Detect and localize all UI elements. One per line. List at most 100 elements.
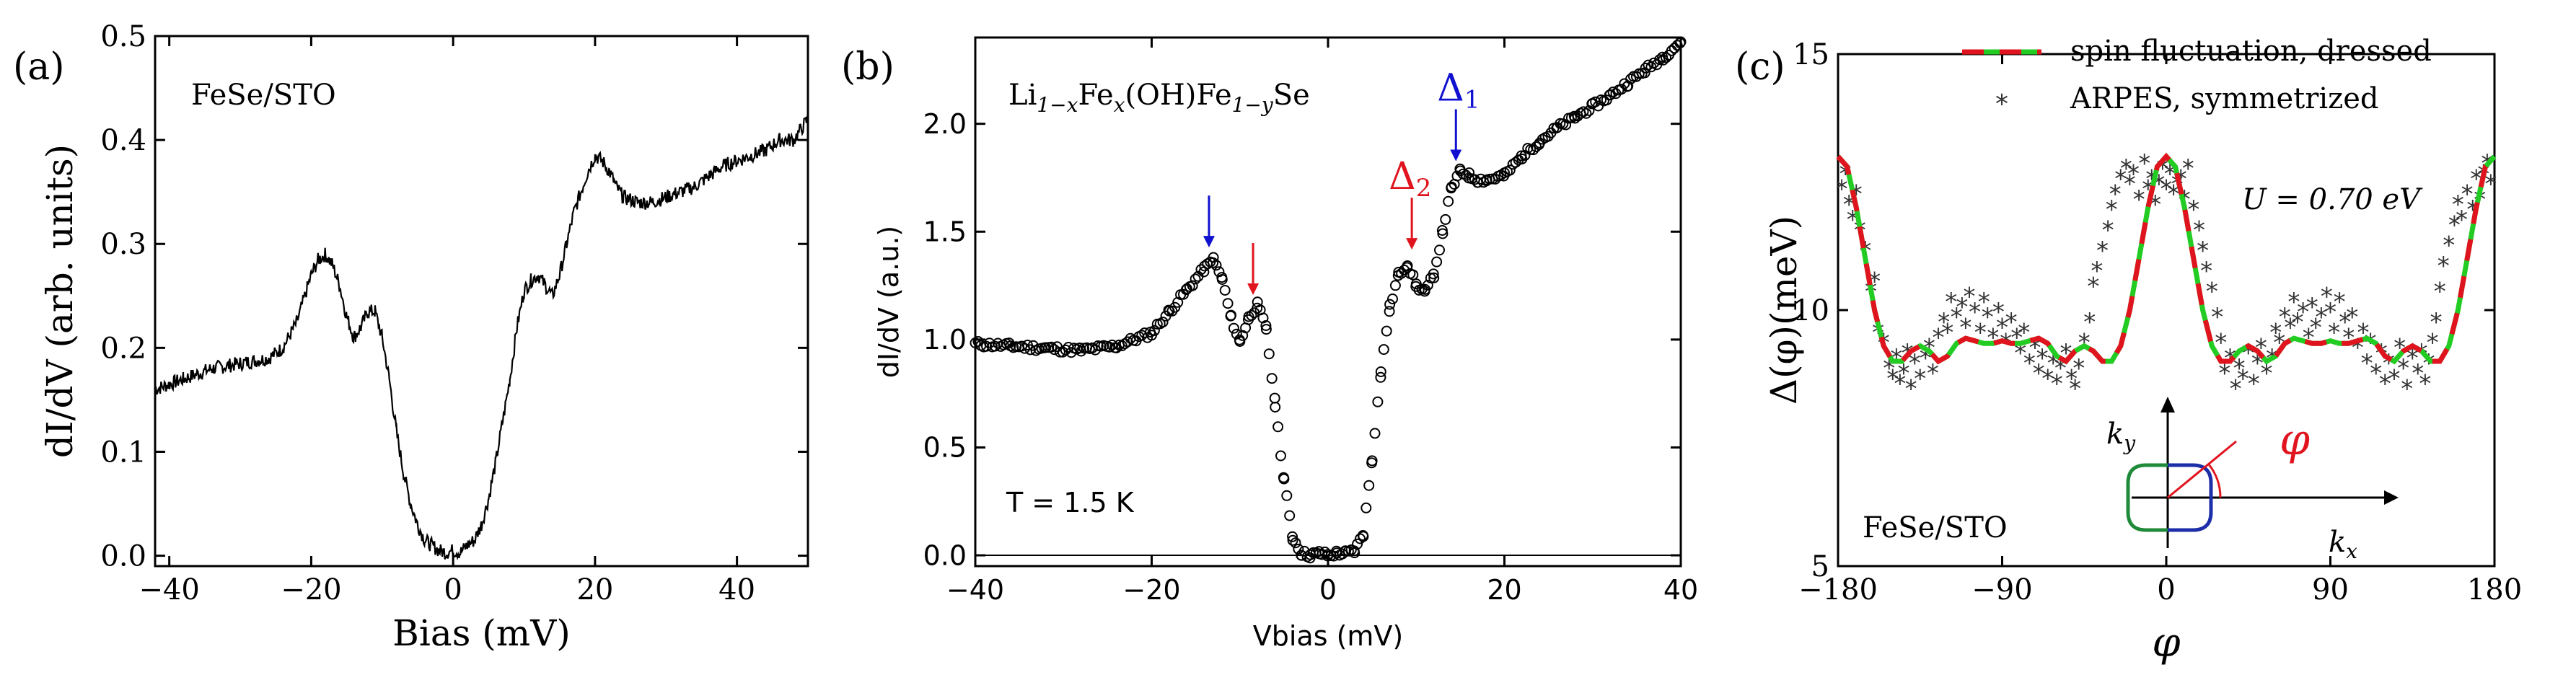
x-tick-label: 0 <box>1319 574 1337 606</box>
x-tick-label: −90 <box>1971 573 2032 606</box>
data-point <box>1272 421 1284 433</box>
data-point <box>1111 343 1122 353</box>
arpes-point: * <box>2197 237 2209 265</box>
arpes-point: * <box>2292 308 2304 337</box>
x-tick-label: 20 <box>1487 574 1521 606</box>
legend-theory-label: spin fluctuation, dressed <box>2070 35 2432 68</box>
data-point <box>1148 325 1160 336</box>
arpes-point: * <box>2230 375 2242 404</box>
theory-curve-red <box>1836 152 2497 365</box>
data-point <box>1219 285 1231 296</box>
data-point <box>1352 538 1363 550</box>
y-tick-label: 0.0 <box>923 539 967 571</box>
y-tick-label: 5 <box>1811 550 1829 583</box>
data-point <box>1446 181 1457 193</box>
data-point <box>1375 366 1386 377</box>
arpes-point: * <box>2452 190 2464 219</box>
panel-a-chart: −40 −20 0 20 40 0.0 0.1 0.2 0.3 0.4 0.5 (a) FeSe/STO… <box>13 20 809 654</box>
data-point <box>1210 260 1222 271</box>
arpes-point: * <box>1933 324 1945 353</box>
data-point <box>1428 268 1439 280</box>
arpes-point: * <box>2261 359 2273 388</box>
data-point <box>1293 543 1304 555</box>
data-point <box>1460 169 1472 181</box>
arpes-point: * <box>2334 288 2346 317</box>
y-tick-label: 0.1 <box>100 436 146 469</box>
arpes-point: * <box>1909 349 1921 378</box>
arpes-point: * <box>2200 257 2212 286</box>
inset-fermi-surface-green <box>2126 463 2168 532</box>
arpes-point: * <box>2065 364 2078 393</box>
sample-label: FeSe/STO <box>191 79 336 112</box>
panel-label: (b) <box>841 45 894 89</box>
data-point <box>1464 167 1475 179</box>
didv-curve-line <box>154 115 809 561</box>
data-point <box>1378 344 1389 356</box>
arpes-point: * <box>2427 329 2439 358</box>
data-point <box>1290 537 1301 549</box>
y-axis-label: dI/dV (arb. units) <box>39 144 81 458</box>
data-point <box>1284 510 1296 521</box>
data-point <box>1625 74 1637 84</box>
sample-label: FeSe/STO <box>1863 511 2008 544</box>
y-tick-label: 2.0 <box>923 108 967 140</box>
data-point <box>1443 195 1454 207</box>
arpes-point: * <box>2120 154 2132 183</box>
arpes-point: * <box>1996 313 2008 342</box>
data-point <box>1190 273 1201 285</box>
x-axis-label: φ <box>2152 619 2180 666</box>
arpes-point: * <box>2456 206 2468 234</box>
data-point <box>1434 244 1445 256</box>
data-point <box>1104 341 1115 353</box>
inset-fermi-surface-blue <box>2168 463 2213 532</box>
data-point <box>1195 264 1207 275</box>
parameter-label: U = 0.70 eV <box>2242 183 2423 216</box>
legend-arpes-label: ARPES, symmetrized <box>2070 82 2379 115</box>
x-axis-label: Bias (mV) <box>392 612 571 654</box>
data-point <box>1622 80 1634 92</box>
arpes-point: * <box>2083 308 2096 337</box>
data-point <box>1675 36 1687 48</box>
sample-label: Li1−xFex(OH)Fe1−ySe <box>1008 79 1310 117</box>
arpes-point: * <box>2412 359 2424 388</box>
data-point <box>1360 502 1372 513</box>
arpes-point: * <box>2361 349 2373 378</box>
arpes-point: * <box>2297 298 2309 327</box>
inset-kx-arrowhead <box>2384 490 2399 505</box>
arpes-point: * <box>2339 308 2351 337</box>
data-point <box>1671 40 1683 51</box>
inset-phi-label: φ <box>2280 415 2310 465</box>
data-point <box>1226 309 1236 321</box>
x-tick-label: 40 <box>1663 574 1698 606</box>
legend-arpes-marker: * <box>1995 89 2008 119</box>
data-point <box>1260 320 1272 331</box>
arpes-point: * <box>1914 364 1926 393</box>
data-point <box>1269 392 1280 404</box>
gap-arrow-head <box>1247 283 1260 295</box>
y-tick-label: 0.4 <box>100 124 146 157</box>
inset-ky-label: ky <box>2106 418 2136 455</box>
y-tick-label: 15 <box>1793 38 1829 71</box>
inset-ky-arrowhead <box>2160 397 2175 412</box>
gap-label: Δ2 <box>1389 155 1431 203</box>
arpes-point: * <box>2036 344 2049 373</box>
arpes-point: * <box>2023 349 2036 378</box>
data-point <box>1228 322 1239 334</box>
panel-label: (a) <box>13 45 65 89</box>
arpes-point: * <box>2187 195 2199 224</box>
data-point <box>1216 274 1228 285</box>
panel-label: (c) <box>1735 45 1785 89</box>
arpes-point: * <box>1894 369 1906 398</box>
arpes-point: * <box>2321 283 2333 312</box>
arpes-point: * <box>2109 180 2122 209</box>
arpes-point: * <box>2315 303 2327 332</box>
arpes-point: * <box>2114 164 2127 193</box>
arpes-point: * <box>1992 298 2005 327</box>
arpes-point: * <box>2379 369 2391 398</box>
arpes-point: * <box>2406 344 2419 373</box>
arpes-point: * <box>2160 175 2173 204</box>
data-point <box>1504 164 1516 176</box>
data-point <box>1437 228 1449 239</box>
gap-label: Δ1 <box>1437 66 1480 114</box>
